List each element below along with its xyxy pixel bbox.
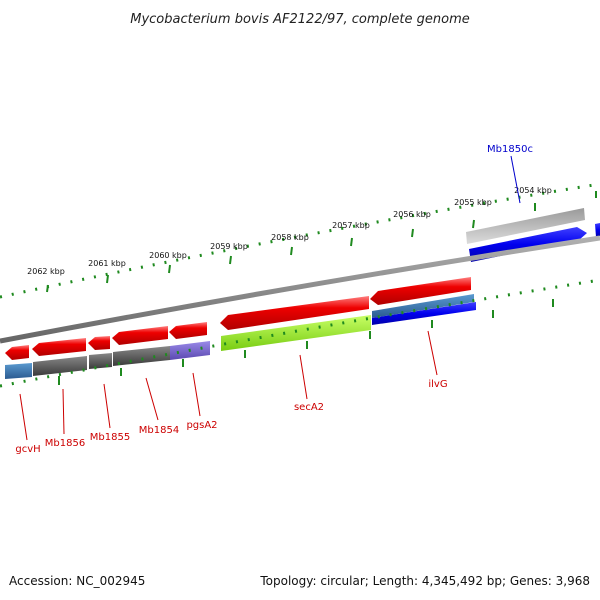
feature-Mb1855-gray [89, 353, 112, 369]
reverse-feature-row [5, 294, 476, 379]
tick-label-2054: 2054 kbp [514, 186, 552, 195]
tick-label-2062: 2062 kbp [27, 267, 65, 276]
tick-label-2061: 2061 kbp [88, 259, 126, 268]
feature-ilvG-blue [372, 302, 476, 325]
cds-arrow-pgsA2[interactable] [169, 322, 207, 339]
map-title: Mycobacterium bovis AF2122/97, complete … [130, 12, 469, 27]
gene-label-secA2[interactable]: secA2 [294, 402, 324, 413]
tick-label-2055: 2055 kbp [454, 198, 492, 207]
genome-backbone [0, 235, 600, 344]
feature-Mb1854-gray [113, 346, 170, 366]
gene-label-pgsA2[interactable]: pgsA2 [186, 420, 217, 431]
tick-label-2058: 2058 kbp [271, 233, 309, 242]
gene-label-gcvH[interactable]: gcvH [15, 444, 40, 455]
feature-ilvG-steel [372, 294, 474, 318]
tick-label-2056: 2056 kbp [393, 210, 431, 219]
gene-label-Mb1854[interactable]: Mb1854 [139, 425, 179, 436]
outer-major-ticks [46, 191, 597, 293]
inner-major-ticks [58, 299, 554, 385]
cds-arrow-Mb1856[interactable] [32, 338, 86, 356]
tick-label-2060: 2060 kbp [149, 251, 187, 260]
feature-Mb1856-gray [33, 356, 87, 376]
cds-arrow-Mb1854[interactable] [112, 326, 168, 345]
gene-label-ilvG[interactable]: ilvG [428, 379, 447, 390]
cds-arrow-ilvG[interactable] [370, 277, 471, 305]
cds-arrow-Mb1855[interactable] [88, 336, 110, 350]
feature-gcvH-steel [5, 363, 32, 379]
cds-arrow-secA2[interactable] [220, 296, 369, 330]
genome-summary-text: Topology: circular; Length: 4,345,492 bp… [260, 574, 590, 588]
gene-label-Mb1850c[interactable]: Mb1850c [487, 144, 533, 155]
cds-arrow-gcvH[interactable] [5, 345, 29, 360]
outer-tick-track [0, 182, 600, 299]
accession-text: Accession: NC_002945 [9, 574, 146, 588]
feature-secA2-lime [221, 315, 371, 351]
tick-label-2057: 2057 kbp [332, 221, 370, 230]
reverse-cds-row [5, 277, 471, 360]
gene-leader-lines [19, 155, 521, 441]
gene-label-Mb1856[interactable]: Mb1856 [45, 438, 85, 449]
gene-label-Mb1855[interactable]: Mb1855 [90, 432, 130, 443]
tick-label-2059: 2059 kbp [210, 242, 248, 251]
inner-tick-track [0, 278, 600, 388]
forward-cds-arrow-edge[interactable] [595, 223, 600, 237]
forward-feature-gray [466, 208, 585, 244]
